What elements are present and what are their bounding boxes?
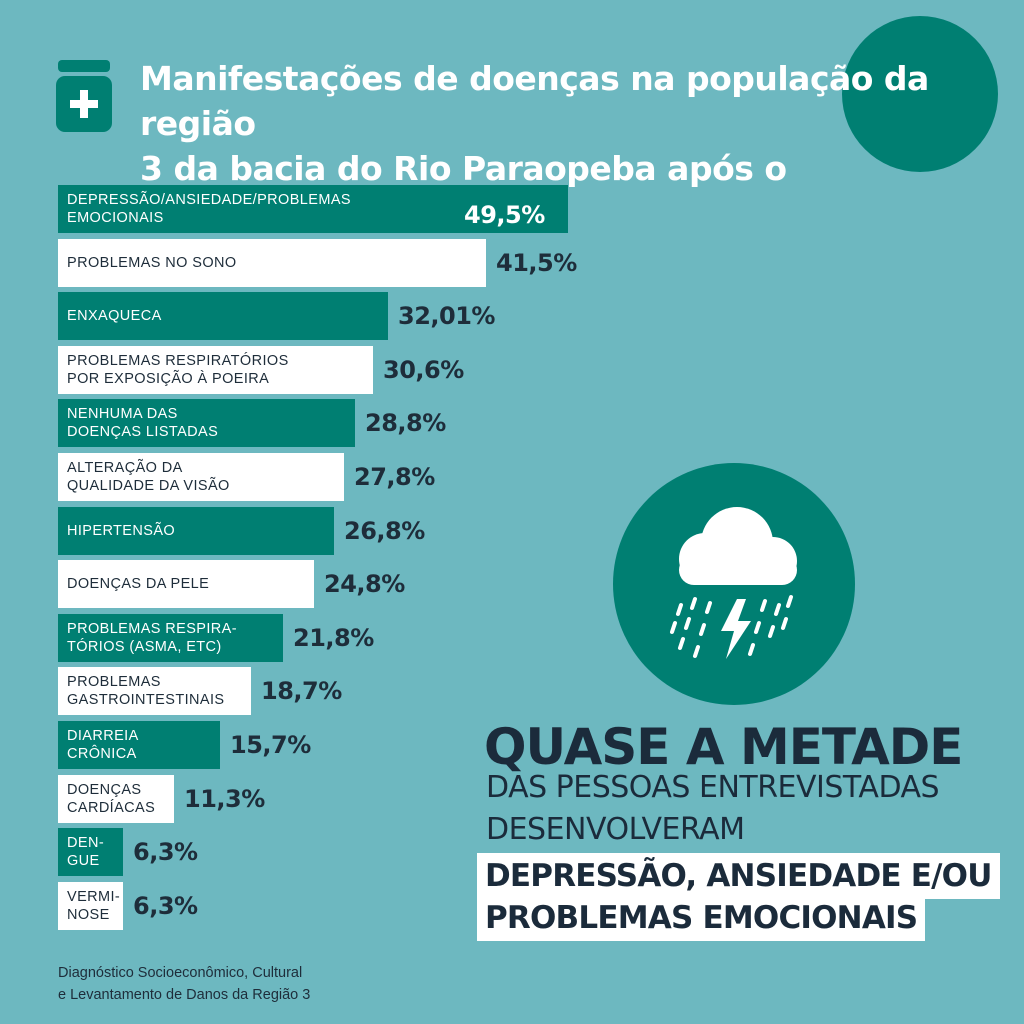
bar-label: PROBLEMAS RESPIRA- TÓRIOS (ASMA, ETC) <box>67 621 237 655</box>
bar-value-label: 24,8% <box>324 570 405 598</box>
source-line-2: e Levantamento de Danos da Região 3 <box>58 987 311 1003</box>
bar-label: DEPRESSÃO/ANSIEDADE/PROBLEMAS EMOCIONAIS <box>67 192 351 226</box>
bar-label: HIPERTENSÃO <box>67 523 176 539</box>
source-note: Diagnóstico Socioeconômico, Cultural e L… <box>58 962 310 1006</box>
decorative-circle <box>842 16 998 172</box>
bar-label: DIARREIA CRÔNICA <box>67 728 139 762</box>
bar-7: HIPERTENSÃO <box>58 507 334 555</box>
callout-headline: QUASE A METADE <box>484 718 963 776</box>
bar-label: DOENÇAS CARDÍACAS <box>67 782 156 816</box>
bar-label: NENHUMA DAS DOENÇAS LISTADAS <box>67 406 219 440</box>
bar-value-label: 6,3% <box>133 892 198 920</box>
medicine-jar-icon <box>56 60 112 132</box>
bar-label: VERMI- NOSE <box>67 889 121 923</box>
bar-value-label: 32,01% <box>398 302 495 330</box>
callout-highlight-1: DEPRESSÃO, ANSIEDADE E/OU <box>477 853 1000 899</box>
bar-value-label: 11,3% <box>184 785 265 813</box>
bar-label: DEN- GUE <box>67 835 105 869</box>
callout-line-2: DESENVOLVERAM <box>486 812 745 847</box>
bar-label: PROBLEMAS NO SONO <box>67 255 237 271</box>
bar-9: PROBLEMAS RESPIRA- TÓRIOS (ASMA, ETC) <box>58 614 283 662</box>
bar-value-label: 18,7% <box>261 677 342 705</box>
bar-label: DOENÇAS DA PELE <box>67 576 210 592</box>
bar-value-label: 6,3% <box>133 838 198 866</box>
bar-13: DEN- GUE <box>58 828 123 876</box>
bar-2: PROBLEMAS NO SONO <box>58 239 486 287</box>
bar-value-label: 49,5% <box>464 201 545 229</box>
chart-title-line-1: Manifestações de doenças na população da… <box>140 59 929 143</box>
source-line-1: Diagnóstico Socioeconômico, Cultural <box>58 965 303 981</box>
bar-12: DOENÇAS CARDÍACAS <box>58 775 174 823</box>
bar-value-label: 30,6% <box>383 356 464 384</box>
bar-label: ALTERAÇÃO DA QUALIDADE DA VISÃO <box>67 460 230 494</box>
bar-label: ENXAQUECA <box>67 308 162 324</box>
bar-5: NENHUMA DAS DOENÇAS LISTADAS <box>58 399 355 447</box>
bar-label: PROBLEMAS GASTROINTESTINAIS <box>67 674 225 708</box>
bar-value-label: 26,8% <box>344 517 425 545</box>
bar-3: ENXAQUECA <box>58 292 388 340</box>
bar-value-label: 15,7% <box>230 731 311 759</box>
bar-14: VERMI- NOSE <box>58 882 123 930</box>
bar-1: DEPRESSÃO/ANSIEDADE/PROBLEMAS EMOCIONAIS <box>58 185 568 233</box>
bar-value-label: 21,8% <box>293 624 374 652</box>
weather-circle <box>613 463 855 705</box>
bar-11: DIARREIA CRÔNICA <box>58 721 220 769</box>
callout-highlight-2: PROBLEMAS EMOCIONAIS <box>477 895 926 941</box>
bar-10: PROBLEMAS GASTROINTESTINAIS <box>58 667 251 715</box>
bar-value-label: 27,8% <box>354 463 435 491</box>
bar-8: DOENÇAS DA PELE <box>58 560 314 608</box>
bar-4: PROBLEMAS RESPIRATÓRIOS POR EXPOSIÇÃO À … <box>58 346 373 394</box>
bar-value-label: 28,8% <box>365 409 446 437</box>
bar-6: ALTERAÇÃO DA QUALIDADE DA VISÃO <box>58 453 344 501</box>
storm-cloud-icon <box>670 507 797 659</box>
bar-value-label: 41,5% <box>496 249 577 277</box>
bar-label: PROBLEMAS RESPIRATÓRIOS POR EXPOSIÇÃO À … <box>67 353 289 387</box>
callout-line-1: DAS PESSOAS ENTREVISTADAS <box>486 770 940 805</box>
